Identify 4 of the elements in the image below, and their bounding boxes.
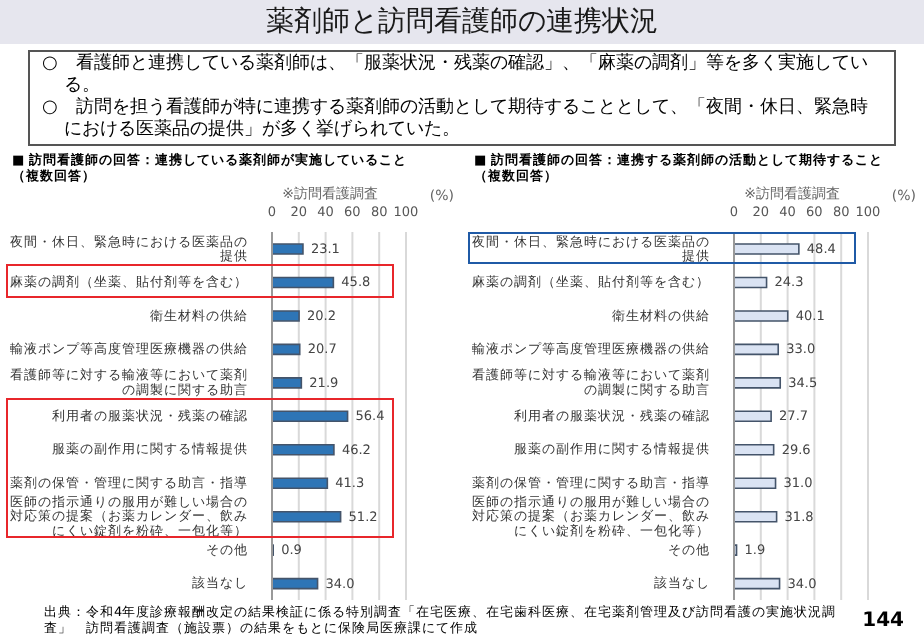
- text: 144: [862, 610, 904, 632]
- text: ○ 訪問を担う看護師が特に連携する薬剤師の活動として期待することとして、「夜間・休日、緊急時における医薬品の提供」が多く挙げられていた。: [42, 98, 870, 142]
- text: 薬剤師と訪問看護師の連携状況: [0, 0, 924, 44]
- text: ○ 看護師と連携している薬剤師は、「服薬状況・残薬の確認」、「麻薬の調剤」等を多く実施している。: [42, 54, 870, 97]
